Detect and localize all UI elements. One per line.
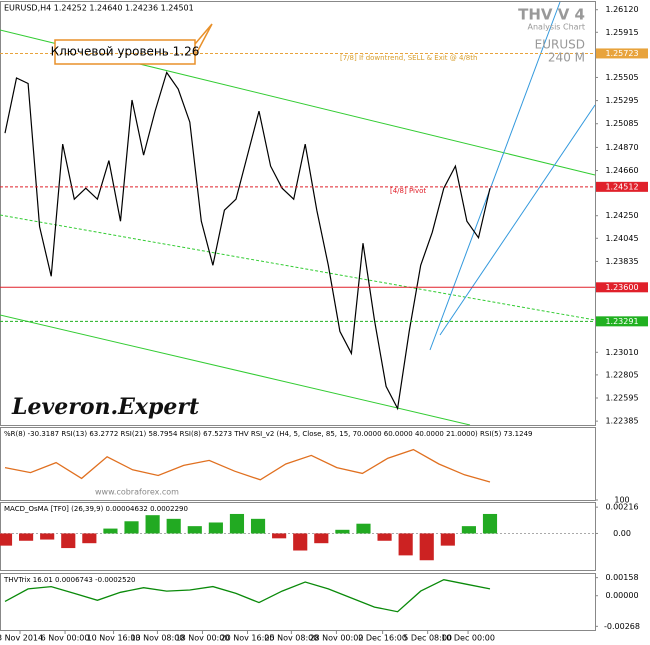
- histogram-bar: [398, 533, 413, 556]
- level-label: 1.24512: [605, 182, 638, 191]
- histogram-bar: [293, 533, 308, 551]
- panel-title: MACD_OsMA [TF0] (26,39,9) 0.00004632 0.0…: [4, 505, 188, 513]
- y-tick-label: 1.24660: [605, 166, 638, 175]
- histogram-bar: [314, 533, 329, 544]
- price-line: [4, 448, 491, 483]
- y-tick-label: 1.24870: [605, 143, 638, 152]
- y-tick-label: 0.00158: [605, 573, 638, 582]
- histogram-bar: [377, 533, 392, 541]
- histogram-bar: [440, 533, 455, 546]
- symbol-header: EURUSD,H4 1.24252 1.24640 1.24236 1.2450…: [4, 4, 194, 13]
- histogram-bar: [461, 526, 476, 534]
- y-tick-label: 1.22385: [605, 417, 638, 426]
- annotation: www.cobraforex.com: [95, 488, 179, 497]
- histogram-bar: [272, 533, 287, 539]
- annotation: THV V 4: [518, 6, 585, 24]
- y-tick-label: 1.23010: [605, 348, 638, 357]
- histogram-bar: [124, 521, 139, 534]
- level-label: 1.25723: [605, 49, 638, 58]
- x-tick-label: 2 Dec 16:00: [358, 634, 407, 643]
- y-tick-label: 100: [614, 496, 629, 505]
- x-tick-label: 18 Nov 00:00: [175, 634, 229, 643]
- x-tick-label: 3 Nov 2014: [0, 634, 43, 643]
- x-tick-label: 5 Dec 08:00: [403, 634, 452, 643]
- x-tick-label: 20 Nov 16:00: [221, 634, 275, 643]
- level-tag: [596, 316, 648, 327]
- annotation: 240 M: [548, 51, 585, 65]
- level-label: 1.23291: [605, 317, 638, 326]
- histogram-bar: [166, 518, 181, 534]
- histogram-bar: [19, 533, 34, 541]
- y-tick-label: 0.00: [613, 529, 631, 538]
- x-tick-label: 6 Nov 00:00: [41, 634, 90, 643]
- y-tick-label: 1.25295: [605, 96, 638, 105]
- histogram-bar: [40, 533, 55, 540]
- level-tag: [596, 48, 648, 59]
- price-line: [4, 71, 491, 411]
- x-tick-label: 28 Nov 00:00: [309, 634, 363, 643]
- annotation: [4/8] Pivot: [390, 187, 426, 195]
- histogram-bar: [145, 515, 160, 534]
- callout-box: [54, 23, 213, 65]
- histogram-bar: [0, 533, 13, 546]
- y-tick-label: 0.00000: [605, 591, 638, 600]
- panel-title: %R(8) -30.3187 RSI(13) 63.2772 RSI(21) 5…: [4, 430, 532, 438]
- histogram-bar: [229, 513, 245, 534]
- level-tag: [596, 181, 648, 192]
- y-tick-label: 1.22805: [605, 370, 638, 379]
- annotation: EURUSD: [535, 38, 585, 52]
- rsi-panel: [0, 427, 596, 501]
- y-tick-label: 1.24250: [605, 211, 638, 220]
- x-tick-label: 25 Nov 08:00: [264, 634, 318, 643]
- y-tick-label: 1.24045: [605, 234, 638, 243]
- y-tick-label: 1.26120: [605, 5, 638, 14]
- price-line: [4, 579, 491, 613]
- annotation: Analysis Chart: [528, 23, 586, 32]
- y-tick-label: 1.25505: [605, 73, 638, 82]
- histogram-bar: [103, 528, 118, 534]
- histogram-bar: [61, 533, 76, 549]
- panel-title: THVTrix 16.01 0.0006743 -0.0002520: [3, 576, 136, 584]
- histogram-bar: [335, 529, 350, 534]
- trix-panel: [0, 573, 596, 631]
- histogram-bar: [82, 533, 97, 544]
- histogram-bar: [250, 518, 266, 534]
- y-tick-label: -0.00268: [604, 622, 640, 631]
- y-tick-label: 1.22595: [605, 394, 638, 403]
- y-tick-label: 1.25915: [605, 28, 638, 37]
- y-tick-label: 1.25085: [605, 119, 638, 128]
- level-label: 1.23600: [605, 283, 638, 292]
- annotation: Ключевой уровень 1.26: [51, 45, 200, 59]
- histogram-bar: [187, 526, 202, 534]
- main-panel: [0, 1, 596, 426]
- histogram-bar: [356, 523, 371, 534]
- histogram-bar: [208, 522, 223, 534]
- annotation: Leveron.Expert: [11, 394, 199, 420]
- x-tick-label: 13 Nov 08:00: [130, 634, 184, 643]
- x-tick-label: 10 Nov 16:00: [87, 634, 141, 643]
- histogram-bar: [482, 513, 498, 534]
- y-tick-label: 1.23835: [605, 257, 638, 266]
- annotation: [7/8] If downtrend, SELL & Exit @ 4/8th: [340, 54, 477, 62]
- level-tag: [596, 282, 648, 293]
- histogram-bar: [419, 533, 434, 561]
- x-tick-label: 10 Dec 00:00: [441, 634, 495, 643]
- y-tick-label: 0.00216: [605, 503, 638, 512]
